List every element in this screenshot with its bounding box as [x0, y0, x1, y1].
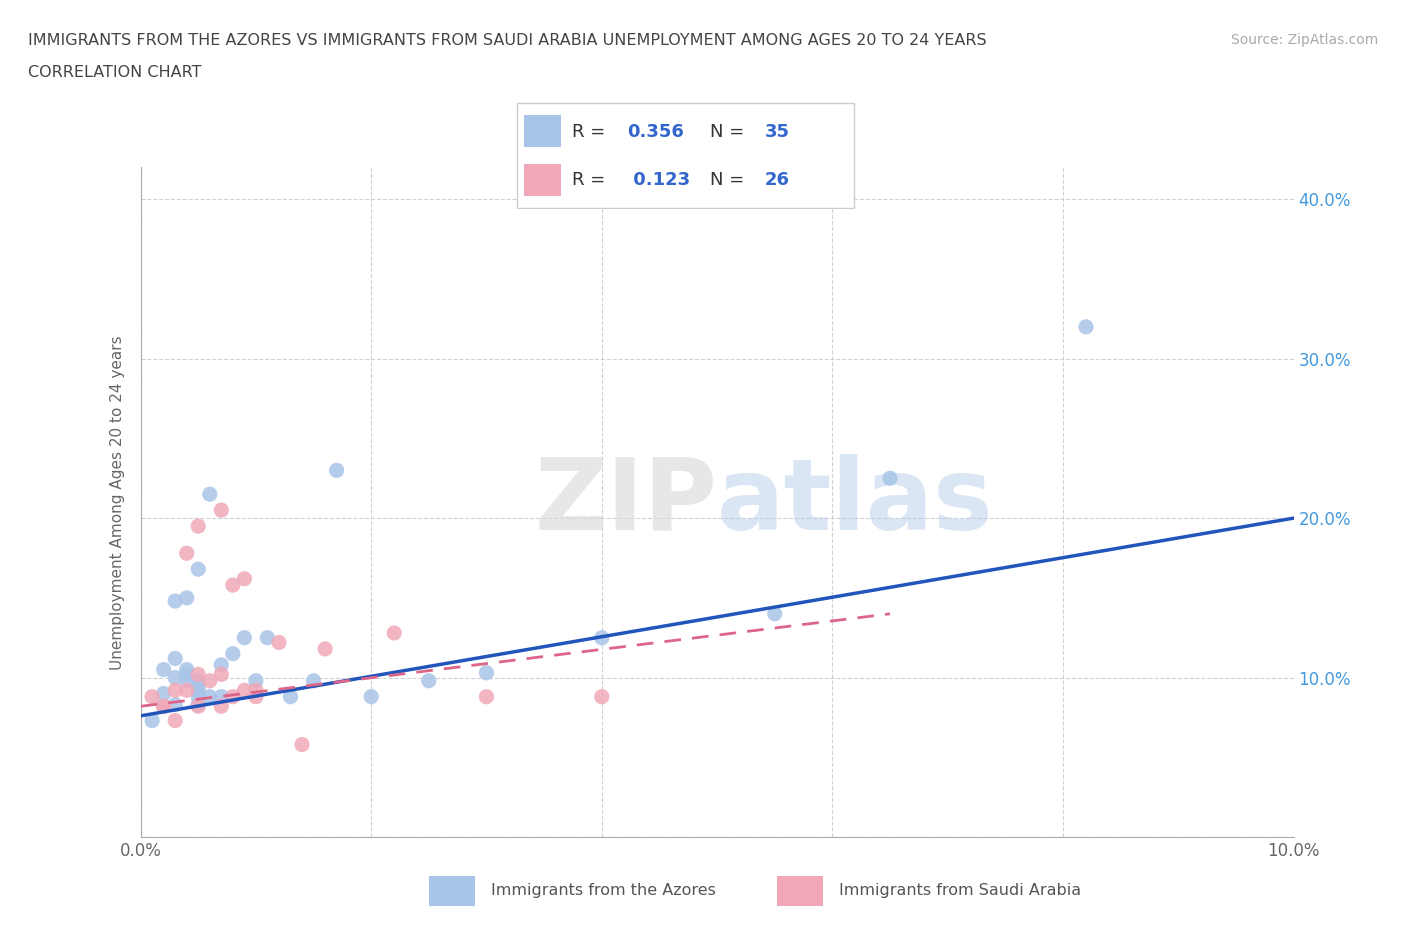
Point [591, 631, 613, 645]
Text: ZIP: ZIP [534, 454, 717, 551]
Text: R =: R = [572, 171, 610, 189]
Point [187, 519, 209, 534]
Point [187, 689, 209, 704]
Bar [429, 876, 475, 906]
Point [418, 673, 440, 688]
Text: 0.356: 0.356 [627, 123, 683, 140]
Point [165, 593, 187, 608]
Point [245, 689, 267, 704]
Point [187, 678, 209, 693]
Point [165, 713, 187, 728]
Point [187, 698, 209, 712]
Point [302, 673, 325, 688]
FancyBboxPatch shape [516, 103, 855, 208]
Point [187, 683, 209, 698]
Point [314, 642, 336, 657]
Point [245, 673, 267, 688]
Text: N =: N = [710, 123, 749, 140]
Bar [523, 115, 561, 147]
Point [267, 635, 290, 650]
Point [176, 683, 198, 698]
Point [198, 486, 221, 501]
Point [256, 631, 278, 645]
Point [198, 689, 221, 704]
Point [209, 503, 232, 518]
Text: IMMIGRANTS FROM THE AZORES VS IMMIGRANTS FROM SAUDI ARABIA UNEMPLOYMENT AMONG AG: IMMIGRANTS FROM THE AZORES VS IMMIGRANTS… [28, 33, 987, 47]
Bar [523, 165, 561, 196]
Point [763, 606, 786, 621]
Point [1074, 319, 1097, 334]
Point [209, 658, 232, 672]
Point [187, 673, 209, 688]
Bar [778, 876, 824, 906]
Point [141, 713, 163, 728]
Text: atlas: atlas [717, 454, 994, 551]
Text: 35: 35 [765, 123, 790, 140]
Text: 26: 26 [765, 171, 790, 189]
Point [222, 578, 245, 592]
Point [209, 689, 232, 704]
Point [198, 673, 221, 688]
Text: N =: N = [710, 171, 749, 189]
Point [222, 646, 245, 661]
Text: 0.123: 0.123 [627, 171, 690, 189]
Point [152, 698, 174, 713]
Point [176, 673, 198, 688]
Point [165, 671, 187, 685]
Text: Source: ZipAtlas.com: Source: ZipAtlas.com [1230, 33, 1378, 46]
Point [233, 683, 256, 698]
Point [152, 686, 174, 701]
Point [152, 662, 174, 677]
Text: Immigrants from the Azores: Immigrants from the Azores [491, 883, 716, 898]
Point [591, 689, 613, 704]
Point [879, 471, 901, 485]
Point [475, 665, 498, 680]
Point [187, 698, 209, 713]
Text: CORRELATION CHART: CORRELATION CHART [28, 65, 201, 80]
Point [165, 683, 187, 698]
Point [245, 683, 267, 698]
Point [176, 667, 198, 682]
Point [360, 689, 382, 704]
Text: Immigrants from Saudi Arabia: Immigrants from Saudi Arabia [838, 883, 1081, 898]
Point [233, 631, 256, 645]
Point [325, 463, 347, 478]
Point [209, 667, 232, 682]
Point [233, 571, 256, 586]
Point [222, 689, 245, 704]
Text: R =: R = [572, 123, 610, 140]
Y-axis label: Unemployment Among Ages 20 to 24 years: Unemployment Among Ages 20 to 24 years [110, 335, 125, 670]
Point [176, 662, 198, 677]
Point [187, 562, 209, 577]
Point [280, 689, 302, 704]
Point [291, 737, 314, 752]
Point [209, 698, 232, 713]
Point [141, 689, 163, 704]
Point [176, 546, 198, 561]
Point [176, 591, 198, 605]
Point [475, 689, 498, 704]
Point [165, 698, 187, 712]
Point [187, 667, 209, 682]
Point [382, 626, 405, 641]
Point [152, 698, 174, 713]
Point [165, 651, 187, 666]
